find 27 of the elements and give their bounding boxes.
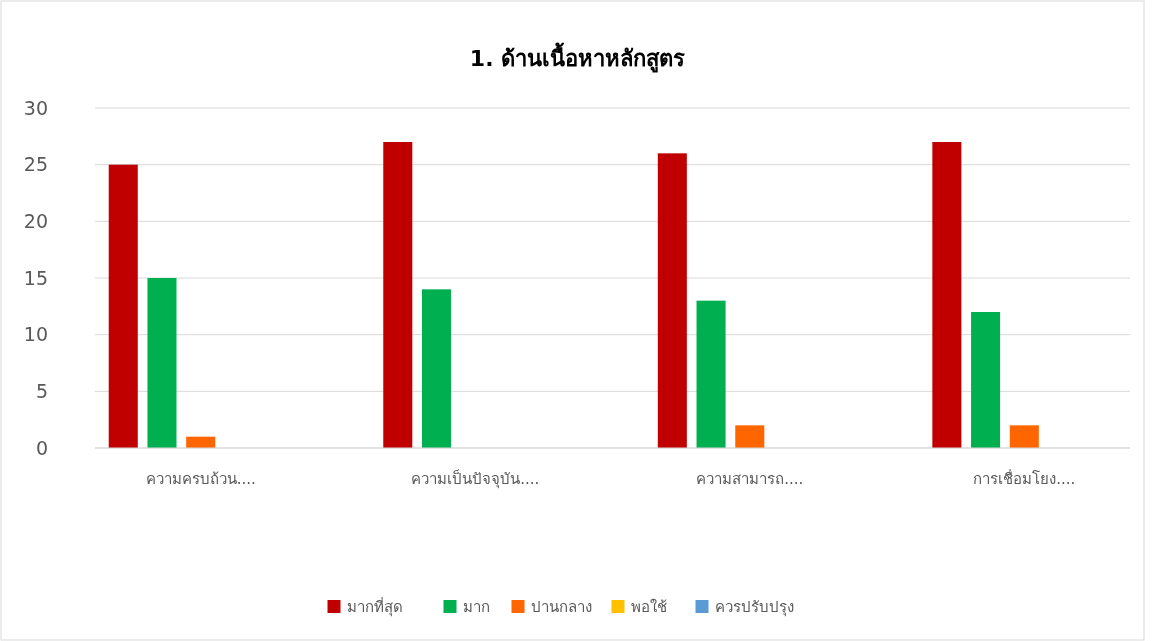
y-tick-label: 10: [23, 323, 48, 346]
legend-label: มาก: [462, 598, 490, 617]
y-tick-label: 30: [23, 96, 48, 119]
bar: [1009, 425, 1039, 448]
x-tick-label: ความครบถ้วน....: [145, 470, 256, 488]
legend-label: ควรปรับปรุง: [714, 598, 794, 618]
y-tick-label: 5: [35, 379, 48, 402]
bar: [108, 164, 138, 448]
legend-label: ปานกลาง: [530, 598, 592, 617]
x-tick-label: การเชื่อมโยง....: [973, 468, 1076, 488]
bar: [657, 153, 687, 448]
bar: [147, 278, 177, 448]
bar: [735, 425, 765, 448]
y-tick-label: 20: [23, 209, 48, 232]
bar: [932, 142, 962, 448]
bar: [971, 312, 1001, 448]
bar: [696, 300, 726, 448]
bar: [383, 142, 413, 448]
bar: [421, 289, 452, 448]
x-tick-label: ความสามารถ....: [696, 470, 804, 488]
y-tick-label: 0: [35, 436, 48, 459]
x-tick-label: ความเป็นปัจจุบัน....: [411, 469, 540, 489]
legend-label: มากที่สุด: [346, 596, 403, 618]
chart-title: 1. ด้านเนื้อหาหลักสูตร: [469, 42, 686, 73]
y-tick-label: 25: [23, 153, 48, 176]
legend-label: พอใช้: [630, 598, 667, 617]
y-tick-label: 15: [23, 266, 48, 289]
